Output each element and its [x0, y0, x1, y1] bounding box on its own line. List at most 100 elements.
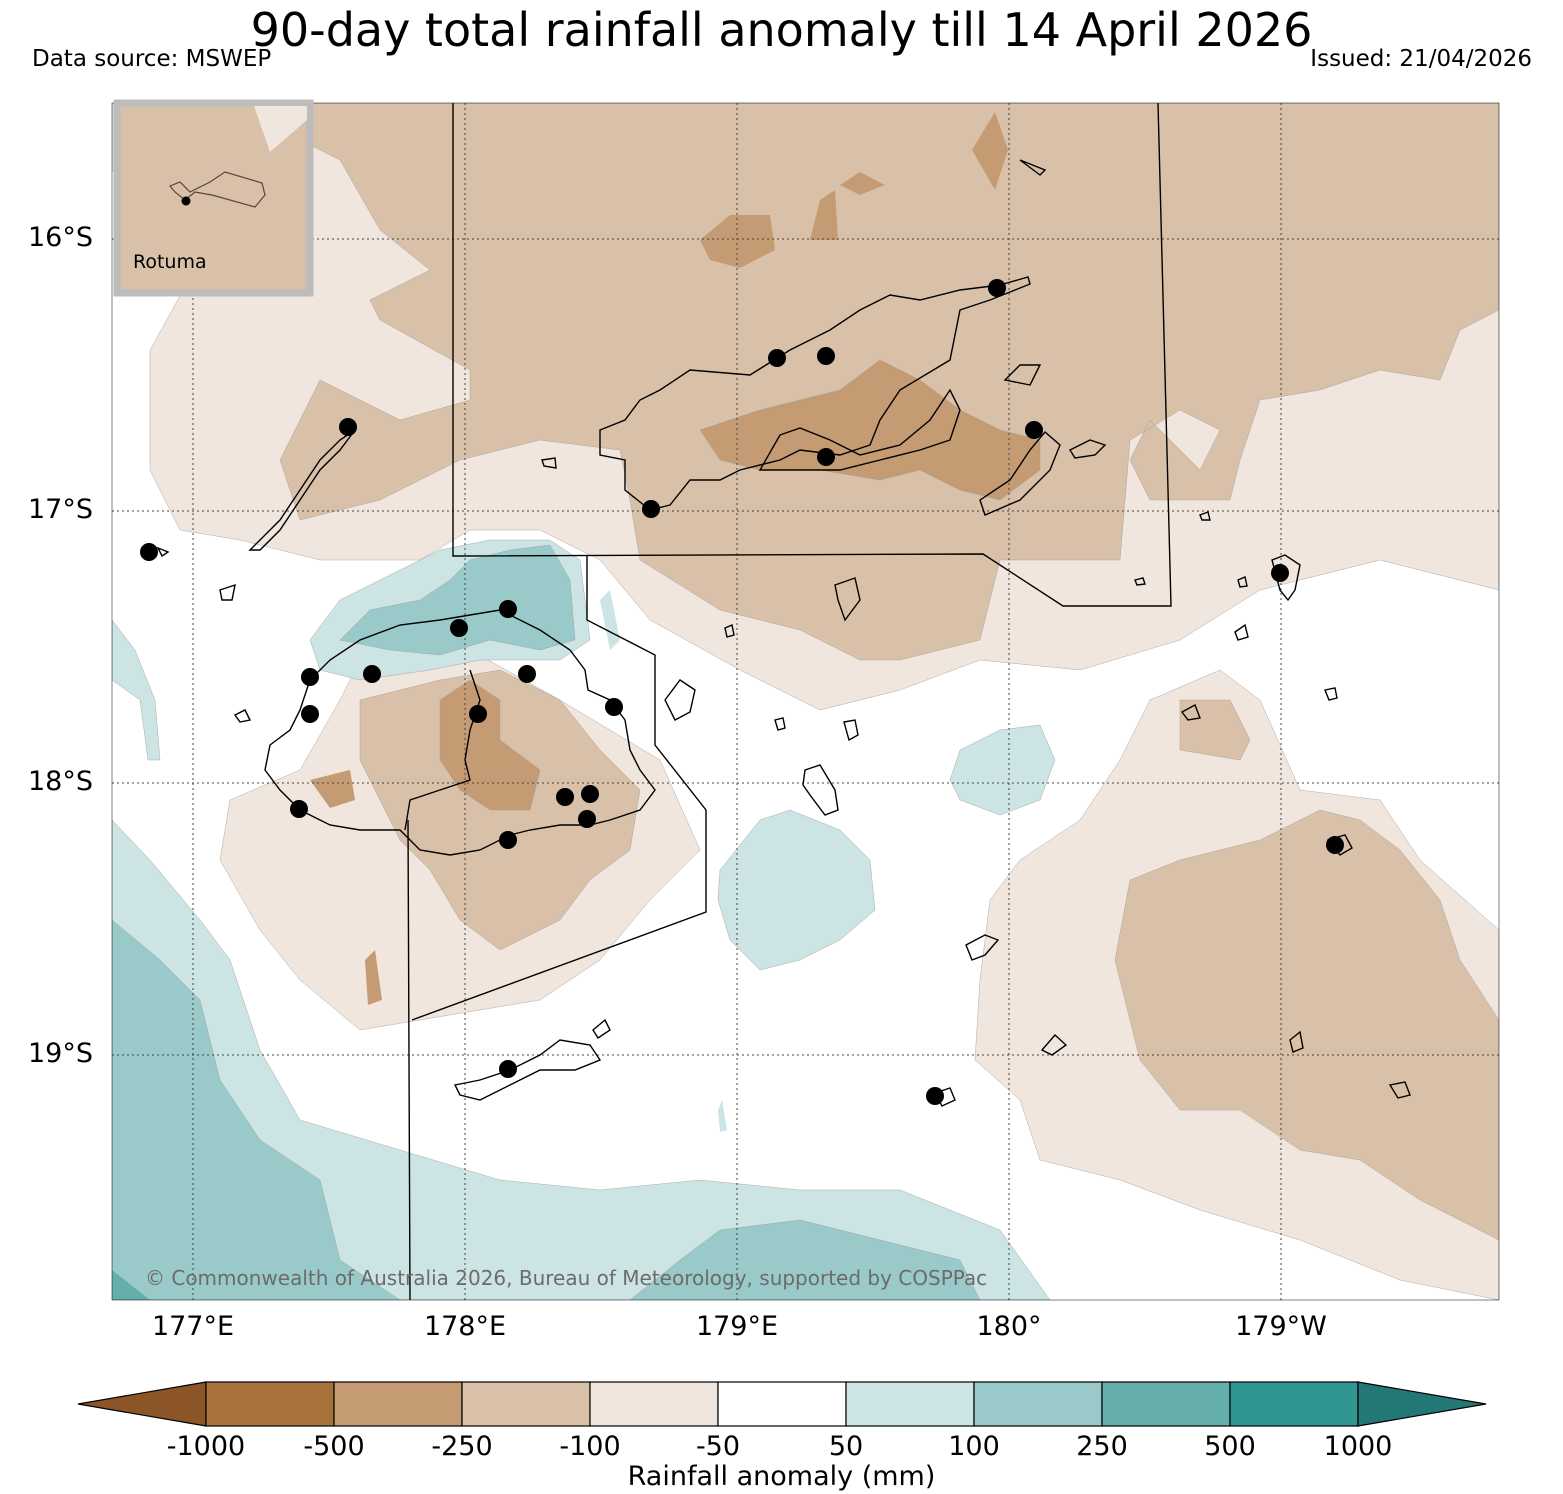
coast-vanua-balavu: [1068, 439, 1107, 459]
colorbar-extend-low: [77, 1381, 207, 1427]
lon-label-179e: 179°E: [695, 1311, 779, 1342]
coast-totoya: [965, 934, 1000, 961]
station-dot: [768, 349, 786, 367]
lat-label-18s: 18°S: [28, 766, 93, 797]
contour-teal-north-viti: [339, 544, 576, 656]
lat-label-16s: 16°S: [28, 222, 93, 253]
contour-mid-teal-corner: [112, 1270, 150, 1300]
coast-small-8: [1134, 577, 1146, 586]
station-dot: [518, 665, 536, 683]
coast-small-1: [219, 583, 236, 601]
coast-small-3: [156, 546, 170, 558]
station-dot: [140, 543, 158, 561]
station-dot: [817, 448, 835, 466]
contour-mid-brown-patch-4: [972, 112, 1008, 190]
coast-small-9: [1199, 511, 1211, 521]
rotuma-inset: [113, 99, 314, 297]
contour-mid-brown-patch-3: [840, 172, 885, 195]
lat-label-19s: 19°S: [28, 1038, 93, 1069]
coast-tonga-small-6: [1388, 1081, 1411, 1099]
colorbar-tick: 250: [1076, 1431, 1128, 1462]
coast-viti-levu-river: [404, 669, 481, 831]
division-boundaries: [407, 103, 1172, 1300]
station-dot: [1271, 564, 1289, 582]
station-dot: [450, 619, 468, 637]
coast-koro: [834, 577, 861, 622]
colorbar-tick: -250: [431, 1431, 493, 1462]
station-dot: [988, 279, 1006, 297]
colorbar-bin: [1101, 1381, 1231, 1427]
lon-label-179w: 179°W: [1235, 1311, 1327, 1342]
colorbar-bin: [461, 1381, 591, 1427]
boundary-western-division: [407, 819, 411, 1300]
station-dot: [363, 665, 381, 683]
coast-ovalau: [664, 679, 696, 721]
station-dot: [499, 1060, 517, 1078]
contour-light-teal-east: [949, 724, 1056, 816]
station-dot: [499, 831, 517, 849]
colorbar-tick: 500: [1204, 1431, 1256, 1462]
coast-moala: [592, 1018, 611, 1039]
colorbar-bin: [333, 1381, 463, 1427]
contour-mid-brown-patch-2: [810, 190, 838, 240]
station-dot: [556, 788, 574, 806]
contour-mid-brown-patch-1: [700, 215, 775, 268]
colorbar-tick: 1000: [1323, 1431, 1393, 1462]
coast-qelelevu: [1019, 159, 1047, 176]
coast-tonga-small-3: [1324, 687, 1338, 701]
colorbar-bin: [973, 1381, 1103, 1427]
graticule: [112, 103, 1499, 1300]
coast-small-2: [233, 709, 252, 723]
station-dot: [1326, 836, 1344, 854]
colorbar-bin: [1229, 1381, 1359, 1427]
contour-light-teal-west: [112, 619, 161, 761]
issued-date-label: Issued: 21/04/2026: [1310, 46, 1532, 72]
inset-light-patch: [254, 106, 307, 152]
contour-teal-south: [629, 1219, 981, 1300]
contour-light-teal-southwest: [112, 819, 1051, 1300]
station-dot: [642, 500, 660, 518]
colorbar-tick: -50: [695, 1431, 741, 1462]
contour-light-teal-lau: [717, 809, 876, 971]
coast-vanua-levu: [599, 276, 1031, 511]
colorbar-bin: [205, 1381, 335, 1427]
coast-lakeba: [802, 764, 839, 816]
colorbar-tick: -500: [303, 1431, 365, 1462]
colorbar-bin: [845, 1381, 975, 1427]
contour-tan-east: [1114, 809, 1499, 1241]
station-dot: [578, 810, 596, 828]
coast-small-6: [541, 457, 557, 469]
lat-label-17s: 17°S: [28, 494, 93, 525]
station-dot: [469, 705, 487, 723]
contour-light-teal-sliver: [718, 1100, 727, 1132]
coast-tonga-small-2: [1234, 623, 1249, 641]
station-dot: [499, 600, 517, 618]
coast-qamea: [1003, 364, 1042, 386]
station-dot: [301, 668, 319, 686]
station-dot: [581, 785, 599, 803]
contour-mid-brown-ridge: [365, 950, 382, 1005]
coast-niuafo: [1271, 554, 1301, 602]
lon-label-177e: 177°E: [151, 1311, 235, 1342]
station-dot: [290, 800, 308, 818]
colorbar-tick: 50: [828, 1431, 864, 1462]
boundary-northern-division: [452, 103, 1172, 607]
map-frame: [111, 102, 1500, 1301]
station-dot: [339, 418, 357, 436]
coast-small-5: [774, 717, 786, 731]
contour-tan-small-east: [1179, 699, 1251, 761]
copyright-notice: © Commonwealth of Australia 2026, Bureau…: [145, 1266, 988, 1290]
colorbar-bin: [717, 1381, 847, 1427]
station-dot: [926, 1087, 944, 1105]
anomaly-contour-field: [112, 103, 1499, 1300]
data-source-label: Data source: MSWEP: [32, 46, 272, 72]
colorbar-bin: [589, 1381, 719, 1427]
colorbar: [77, 1381, 1487, 1427]
rotuma-station-dot: [181, 196, 191, 206]
coast-vanua-levu-east: [758, 388, 961, 471]
contour-mid-brown-centre: [439, 679, 541, 811]
lon-label-178e: 178°E: [423, 1311, 507, 1342]
inset-label-rotuma: Rotuma: [133, 251, 207, 273]
coast-taveuni: [979, 431, 1061, 516]
